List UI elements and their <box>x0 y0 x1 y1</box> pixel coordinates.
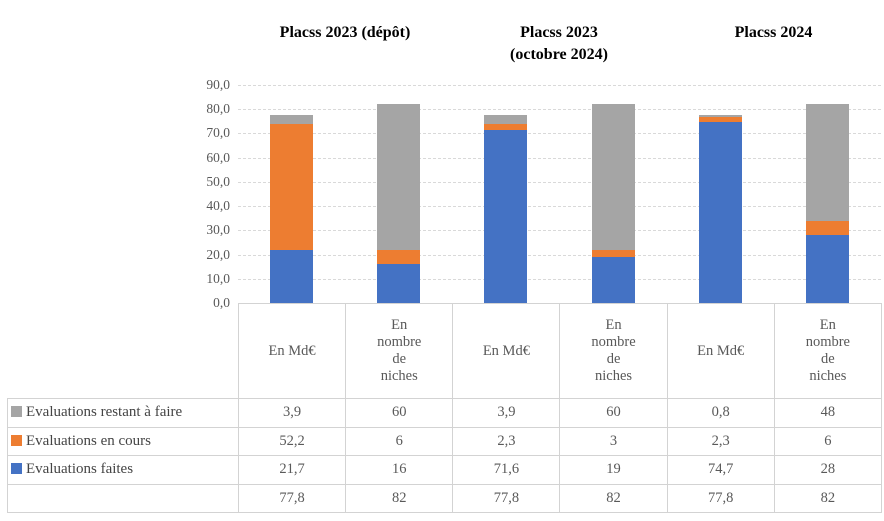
y-axis-tick-label: 10,0 <box>206 270 230 286</box>
table-row-label: Evaluations restant à faire <box>7 398 239 428</box>
bar-segment <box>484 129 528 303</box>
bar-segment <box>591 256 635 303</box>
y-axis-tick-label: 80,0 <box>206 101 230 117</box>
table-cell-value: 2,3 <box>666 426 775 456</box>
bar-stack-3 <box>484 114 528 303</box>
table-row: 77,8 82 77,8 82 77,8 82 <box>7 483 882 513</box>
table-column-header: En nombre de niches <box>773 303 882 399</box>
table-corner-blank <box>8 304 239 399</box>
bar-segment <box>591 249 635 257</box>
bar-segment <box>377 249 421 265</box>
bar-segment <box>270 114 314 125</box>
bar-segment <box>484 124 528 130</box>
bar-segment <box>270 250 314 303</box>
gridline <box>238 206 881 208</box>
plot-area <box>238 85 881 304</box>
bar-segment <box>484 114 528 125</box>
table-cell-value: 2,3 <box>452 426 561 456</box>
table-row: Evaluations restant à faire 3,9 60 3,9 60 0,8… <box>7 398 882 428</box>
table-cell-value: 60 <box>559 398 668 428</box>
legend-swatch-icon <box>11 463 22 475</box>
gridline <box>238 133 881 135</box>
gridline <box>238 109 881 111</box>
table-row: Evaluations faites 21,7 16 71,6 19 74,7 28 <box>7 455 882 485</box>
y-axis-tick-label: 70,0 <box>206 125 230 141</box>
table-cell-value: 74,7 <box>666 455 775 485</box>
table-column-header: En nombre de niches <box>559 303 668 399</box>
bar-stack-4 <box>591 104 635 303</box>
y-axis-tick-label: 0,0 <box>213 295 230 310</box>
table-cell-value: 19 <box>559 455 668 485</box>
bar-stack-6 <box>805 104 849 303</box>
table-row-label-empty <box>7 483 239 513</box>
bar-stack-5 <box>698 114 742 303</box>
table-cell-value: 82 <box>559 483 668 513</box>
y-axis-tick-label: 60,0 <box>206 149 230 165</box>
legend-swatch-icon <box>11 406 22 418</box>
group-header-placss-2023-octobre-2024: Placss 2023 (octobre 2024) <box>510 24 608 63</box>
gridline <box>238 230 881 232</box>
table-cell-value: 52,2 <box>237 426 347 456</box>
gridline <box>238 278 881 280</box>
bar-segment <box>270 124 314 251</box>
data-table: En Md€ En nombre de niches En Md€ En nombre… <box>7 303 882 513</box>
table-cell-value: 77,8 <box>237 483 347 513</box>
table-cell-value: 82 <box>345 483 454 513</box>
bar-segment <box>805 104 849 221</box>
table-cell-value: 60 <box>345 398 454 428</box>
table-column-header: En Md€ <box>237 303 347 399</box>
table-cell-value: 3 <box>559 426 668 456</box>
bar-segment <box>377 264 421 303</box>
y-axis-tick-label: 90,0 <box>206 77 230 92</box>
table-column-header: En Md€ <box>666 303 775 399</box>
group-header-placss-2023-depot: Placss 2023 (dépôt) <box>279 24 411 41</box>
table-row: Evaluations en cours 52,2 6 2,3 3 2,3 6 <box>7 426 882 456</box>
bar-stack-1 <box>270 114 314 303</box>
table-cell-value: 6 <box>345 426 454 456</box>
bar-stack-2 <box>377 104 421 303</box>
y-axis-tick-label: 20,0 <box>206 246 230 262</box>
table-column-header: En nombre de niches <box>345 303 454 399</box>
bar-segment <box>805 220 849 236</box>
table-cell-value: 0,8 <box>666 398 775 428</box>
y-axis-tick-label: 50,0 <box>206 173 230 189</box>
bar-segment <box>805 235 849 303</box>
y-axis-tick-label: 40,0 <box>206 198 230 214</box>
group-header-placss-2024: Placss 2024 <box>734 24 813 41</box>
gridline <box>238 157 881 159</box>
table-row-label: Evaluations faites <box>7 455 239 485</box>
table-cell-value: 6 <box>773 426 882 456</box>
bar-segment <box>698 116 742 123</box>
legend-swatch-icon <box>11 434 22 446</box>
table-cell-value: 77,8 <box>666 483 775 513</box>
table-row-label: Evaluations en cours <box>7 426 239 456</box>
gridline <box>238 85 881 86</box>
table-column-header: En Md€ <box>452 303 561 399</box>
table-cell-value: 48 <box>773 398 882 428</box>
table-cell-value: 28 <box>773 455 882 485</box>
bar-segment <box>591 104 635 250</box>
table-cell-value: 16 <box>345 455 454 485</box>
bar-segment <box>377 104 421 250</box>
table-cell-value: 3,9 <box>237 398 347 428</box>
gridline <box>238 181 881 183</box>
table-cell-value: 71,6 <box>452 455 561 485</box>
table-cell-value: 77,8 <box>452 483 561 513</box>
bar-segment <box>698 122 742 303</box>
table-cell-value: 3,9 <box>452 398 561 428</box>
table-cell-value: 21,7 <box>237 455 347 485</box>
y-axis-tick-label: 30,0 <box>206 222 230 238</box>
table-cell-value: 82 <box>773 483 882 513</box>
bar-segment <box>698 114 742 117</box>
gridline <box>238 254 881 256</box>
